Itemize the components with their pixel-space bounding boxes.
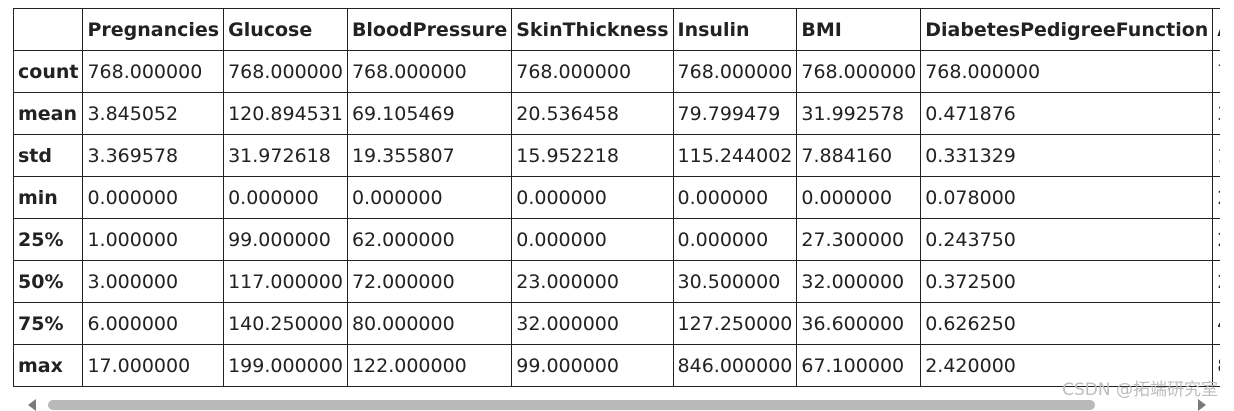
row-label: 25% <box>13 218 84 261</box>
table-cell: 0.000000 <box>82 176 225 219</box>
column-header: Age <box>1212 8 1220 51</box>
table-cell: 140.250000 <box>223 302 348 345</box>
table-cell: 7.884160 <box>796 134 922 177</box>
table-viewport: Pregnancies Glucose BloodPressure SkinThick… <box>13 8 1220 396</box>
header-row: Pregnancies Glucose BloodPressure SkinThick… <box>13 8 1220 51</box>
table-cell: 6.000000 <box>82 302 225 345</box>
table-cell: 20.536458 <box>511 92 674 135</box>
row-label: count <box>13 50 84 93</box>
table-cell: 31.972618 <box>223 134 348 177</box>
column-header: BloodPressure <box>346 8 513 51</box>
table-cell: 768.000000 <box>920 50 1214 93</box>
horizontal-scrollbar[interactable] <box>28 398 1206 411</box>
table-cell: 1.000000 <box>82 218 225 261</box>
table-cell: 3.369578 <box>82 134 225 177</box>
scroll-left-arrow-icon[interactable] <box>28 399 36 411</box>
column-header: SkinThickness <box>511 8 674 51</box>
table-cell: 21.000000 <box>1212 176 1220 219</box>
table-cell: 41.000000 <box>1212 302 1220 345</box>
table-cell: 120.894531 <box>223 92 348 135</box>
row-label: 75% <box>13 302 84 345</box>
table-cell: 33.240885 <box>1212 92 1220 135</box>
table-cell: 99.000000 <box>511 344 674 387</box>
table-cell: 115.244002 <box>672 134 798 177</box>
table-cell: 31.992578 <box>796 92 922 135</box>
column-header: Insulin <box>672 8 798 51</box>
table-cell: 0.000000 <box>511 176 674 219</box>
table-cell: 0.471876 <box>920 92 1214 135</box>
table-cell: 62.000000 <box>346 218 513 261</box>
table-cell: 122.000000 <box>346 344 513 387</box>
column-header: Glucose <box>223 8 348 51</box>
table-cell: 846.000000 <box>672 344 798 387</box>
table-cell: 99.000000 <box>223 218 348 261</box>
column-header: BMI <box>796 8 922 51</box>
table-cell: 27.300000 <box>796 218 922 261</box>
table-cell: 24.000000 <box>1212 218 1220 261</box>
table-cell: 19.355807 <box>346 134 513 177</box>
table-row: std 3.369578 31.972618 19.355807 15.952218 11… <box>13 134 1220 177</box>
table-cell: 0.372500 <box>920 260 1214 303</box>
table-cell: 15.952218 <box>511 134 674 177</box>
table-cell: 79.799479 <box>672 92 798 135</box>
table-cell: 0.000000 <box>346 176 513 219</box>
table-row: min 0.000000 0.000000 0.000000 0.000000 0.000… <box>13 176 1220 219</box>
table-row: mean 3.845052 120.894531 69.105469 20.536458… <box>13 92 1220 135</box>
table-cell: 32.000000 <box>796 260 922 303</box>
row-label: 50% <box>13 260 84 303</box>
table-cell: 0.000000 <box>672 176 798 219</box>
table-cell: 0.000000 <box>796 176 922 219</box>
table-cell: 768.000000 <box>672 50 798 93</box>
table-cell: 11.760232 <box>1212 134 1220 177</box>
table-body: count 768.000000 768.000000 768.000000 768.0… <box>13 50 1220 387</box>
describe-table: Pregnancies Glucose BloodPressure SkinThick… <box>13 8 1220 387</box>
table-cell: 30.500000 <box>672 260 798 303</box>
scrollbar-thumb[interactable] <box>48 400 1095 410</box>
table-row: 50% 3.000000 117.000000 72.000000 23.000000 3… <box>13 260 1220 303</box>
row-label: std <box>13 134 84 177</box>
row-label: min <box>13 176 84 219</box>
table-cell: 0.331329 <box>920 134 1214 177</box>
table-cell: 81.000000 <box>1212 344 1220 387</box>
scroll-right-arrow-icon[interactable] <box>1198 399 1206 411</box>
table-cell: 72.000000 <box>346 260 513 303</box>
table-row: 25% 1.000000 99.000000 62.000000 0.000000 0.0… <box>13 218 1220 261</box>
table-cell: 32.000000 <box>511 302 674 345</box>
row-label: mean <box>13 92 84 135</box>
table-cell: 3.000000 <box>82 260 225 303</box>
table-cell: 80.000000 <box>346 302 513 345</box>
table-cell: 768.000000 <box>346 50 513 93</box>
table-cell: 0.078000 <box>920 176 1214 219</box>
table-cell: 69.105469 <box>346 92 513 135</box>
index-header-cell <box>13 8 84 51</box>
watermark: CSDN @拓端研究室 <box>1062 380 1218 400</box>
column-header: DiabetesPedigreeFunction <box>920 8 1214 51</box>
table-cell: 117.000000 <box>223 260 348 303</box>
table-cell: 199.000000 <box>223 344 348 387</box>
table-cell: 768.000000 <box>223 50 348 93</box>
table-cell: 29.000000 <box>1212 260 1220 303</box>
table-cell: 67.100000 <box>796 344 922 387</box>
table-row: 75% 6.000000 140.250000 80.000000 32.000000 1… <box>13 302 1220 345</box>
table-cell: 768.000000 <box>511 50 674 93</box>
table-row: max 17.000000 199.000000 122.000000 99.00000… <box>13 344 1220 387</box>
table-cell: 0.000000 <box>223 176 348 219</box>
table-cell: 0.626250 <box>920 302 1214 345</box>
table-row: count 768.000000 768.000000 768.000000 768.0… <box>13 50 1220 93</box>
table-header: Pregnancies Glucose BloodPressure SkinThick… <box>13 8 1220 51</box>
table-cell: 0.000000 <box>511 218 674 261</box>
table-cell: 17.000000 <box>82 344 225 387</box>
table-cell: 768.000000 <box>82 50 225 93</box>
table-cell: 127.250000 <box>672 302 798 345</box>
table-cell: 768.000000 <box>796 50 922 93</box>
row-label: max <box>13 344 84 387</box>
table-cell: 36.600000 <box>796 302 922 345</box>
column-header: Pregnancies <box>82 8 225 51</box>
table-cell: 2.420000 <box>920 344 1214 387</box>
table-cell: 768.000000 <box>1212 50 1220 93</box>
table-cell: 0.000000 <box>672 218 798 261</box>
table-cell: 0.243750 <box>920 218 1214 261</box>
table-cell: 23.000000 <box>511 260 674 303</box>
table-cell: 3.845052 <box>82 92 225 135</box>
